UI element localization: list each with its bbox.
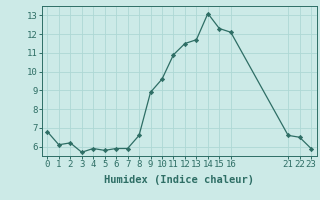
X-axis label: Humidex (Indice chaleur): Humidex (Indice chaleur) [104, 175, 254, 185]
